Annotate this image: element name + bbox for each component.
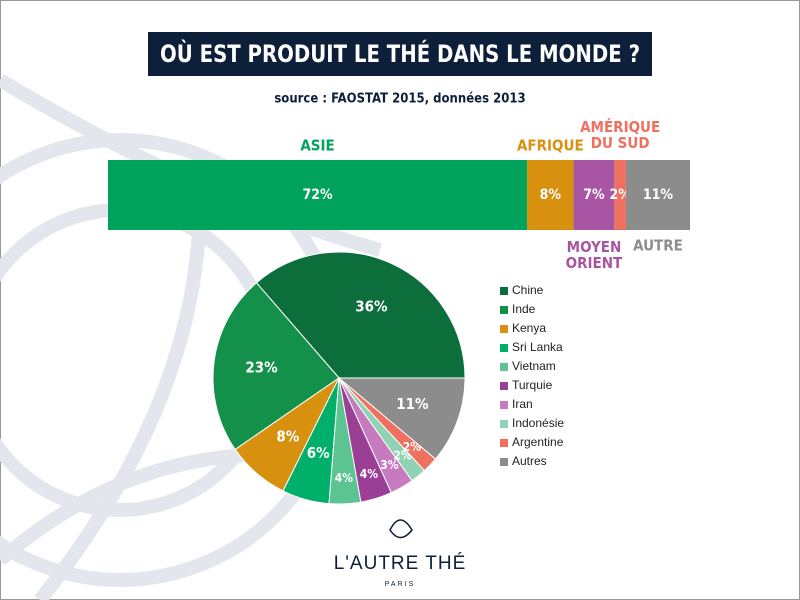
legend-swatch (500, 458, 508, 466)
legend-label: Indonésie (512, 416, 564, 430)
bar-value-label: 2% (609, 187, 631, 203)
bar-value-label: 72% (302, 187, 333, 203)
legend-swatch (500, 344, 508, 352)
bar-segment (527, 160, 574, 230)
bar-segment (614, 160, 626, 230)
legend-label: Sri Lanka (512, 340, 563, 354)
legend-swatch (500, 382, 508, 390)
logo-icon (389, 519, 413, 539)
legend-swatch (500, 325, 508, 333)
pie-value-label: 6% (307, 444, 330, 462)
bar-segment (625, 160, 690, 230)
legend-swatch (500, 287, 508, 295)
pie-value-label: 23% (245, 359, 278, 377)
pie-value-label: 8% (276, 428, 299, 446)
bar-segment (573, 160, 615, 230)
subtitle: source : FAOSTAT 2015, données 2013 (274, 92, 525, 107)
legend-label: Kenya (512, 321, 546, 335)
pie-value-label: 36% (355, 297, 388, 315)
bar-value-label: 7% (583, 187, 605, 203)
legend-label: Chine (512, 283, 544, 297)
legend-label: Autres (512, 454, 547, 468)
legend-label: Argentine (512, 435, 564, 449)
bar-value-label: 11% (643, 187, 674, 203)
bar-value-label: 8% (540, 187, 562, 203)
legend-label: Vietnam (512, 359, 556, 373)
pie-value-label: 4% (360, 467, 379, 481)
legend-swatch (500, 363, 508, 371)
title: OÙ EST PRODUIT LE THÉ DANS LE MONDE ? (160, 38, 640, 68)
legend-label: ASIE (300, 137, 334, 155)
pie-value-label: 4% (335, 471, 354, 485)
logo-place: PARIS (385, 581, 416, 588)
legend-swatch (500, 401, 508, 409)
bar-segment (108, 160, 528, 230)
pie-value-label: 3% (380, 458, 399, 472)
legend-label: Iran (512, 397, 533, 411)
legend-swatch (500, 439, 508, 447)
logo-name: L'AUTRE THÉ (334, 553, 467, 574)
legend-label: Turquie (512, 378, 553, 392)
legend-label: AUTRE (633, 237, 683, 255)
pie-slice (255, 251, 466, 379)
legend-label: MOYEN ORIENT (566, 238, 623, 272)
pie-value-label: 11% (396, 395, 429, 413)
legend-label: AMÉRIQUE DU SUD (580, 117, 660, 152)
legend-label: Inde (512, 302, 536, 316)
legend-label: AFRIQUE (517, 137, 584, 155)
title-box (148, 32, 652, 76)
legend-swatch (500, 306, 508, 314)
legend-swatch (500, 420, 508, 428)
pie-slice (337, 377, 466, 460)
pie-slice (212, 282, 340, 451)
